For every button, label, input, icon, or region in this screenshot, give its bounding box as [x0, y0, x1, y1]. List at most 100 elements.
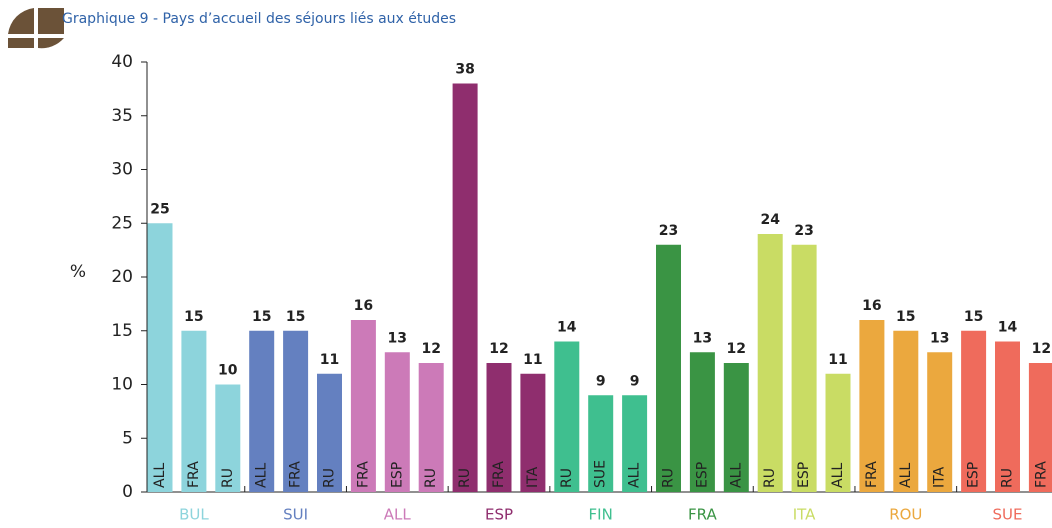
bar-category-label: RU: [220, 468, 236, 488]
bar-category-label: ALL: [152, 463, 168, 488]
bar-category-label: FRA: [491, 461, 507, 488]
bar: [452, 83, 478, 492]
value-label: 24: [760, 212, 780, 228]
bar-category-label: ALL: [254, 463, 270, 488]
y-tick-label: 25: [111, 213, 133, 233]
value-label: 12: [489, 341, 508, 357]
bar-category-label: ALL: [627, 463, 643, 488]
y-axis-label: %: [70, 262, 86, 282]
bar: [791, 244, 817, 492]
bar: [588, 395, 614, 492]
bar: [825, 373, 851, 492]
bar-category-label: ITA: [525, 466, 541, 488]
bar: [554, 341, 580, 492]
value-label: 16: [862, 298, 881, 314]
y-tick-label: 35: [111, 106, 133, 126]
group-label: FRA: [688, 506, 717, 524]
group-label: ITA: [793, 506, 816, 524]
y-tick-label: 0: [122, 482, 133, 502]
bar: [656, 244, 681, 492]
value-label: 10: [218, 363, 238, 379]
group-label: ROU: [889, 506, 922, 524]
value-label: 11: [523, 352, 542, 368]
bar: [215, 384, 241, 492]
group-label: SUE: [993, 506, 1023, 524]
y-tick-label: 20: [111, 267, 133, 287]
bar-category-label: ITA: [932, 466, 948, 488]
bar-category-label: ESP: [694, 462, 710, 488]
bar-category-label: ESP: [389, 462, 405, 488]
value-label: 15: [896, 309, 915, 325]
value-label: 25: [150, 201, 169, 217]
bar: [961, 330, 987, 492]
bar: [384, 352, 410, 492]
value-label: 13: [388, 330, 407, 346]
bar: [418, 363, 444, 492]
bar-category-label: RU: [661, 468, 677, 488]
bar: [995, 341, 1020, 492]
value-label: 12: [1032, 341, 1051, 357]
group-label: ESP: [485, 506, 513, 524]
value-label: 15: [252, 309, 271, 325]
bar: [622, 395, 648, 492]
group-label: SUI: [283, 506, 308, 524]
bar-category-label: RU: [1000, 468, 1016, 488]
bar: [486, 363, 512, 492]
bar-category-label: ALL: [830, 463, 846, 488]
bar-category-label: RU: [423, 468, 439, 488]
group-label: BUL: [179, 506, 209, 524]
bar: [723, 363, 749, 492]
value-label: 15: [964, 309, 983, 325]
bar: [317, 373, 342, 492]
bar: [893, 330, 919, 492]
y-tick-label: 30: [111, 160, 133, 180]
value-label: 23: [794, 223, 813, 239]
bar-category-label: ALL: [728, 463, 744, 488]
bar-category-label: FRA: [1033, 461, 1049, 488]
bar: [757, 234, 783, 492]
group-label: ALL: [384, 506, 412, 524]
bar-category-label: ESP: [966, 462, 982, 488]
chart-title: Graphique 9 - Pays d’accueil des séjours…: [62, 11, 456, 27]
bar: [249, 330, 275, 492]
bar-category-label: FRA: [355, 461, 371, 488]
value-label: 14: [557, 320, 577, 336]
bar-category-label: RU: [322, 468, 338, 488]
bar-category-label: SUE: [593, 460, 609, 488]
value-label: 23: [659, 223, 678, 239]
bar-category-label: RU: [762, 468, 778, 488]
value-label: 38: [455, 62, 474, 78]
bar-category-label: ALL: [898, 463, 914, 488]
value-label: 11: [828, 352, 847, 368]
value-label: 15: [184, 309, 203, 325]
value-label: 14: [998, 320, 1018, 336]
bar-category-label: FRA: [186, 461, 202, 488]
value-label: 15: [286, 309, 305, 325]
bar: [927, 352, 953, 492]
bar-category-label: FRA: [864, 461, 880, 488]
bar: [859, 320, 885, 492]
bar-category-label: ESP: [796, 462, 812, 488]
y-tick-label: 40: [111, 52, 133, 72]
bar: [147, 223, 173, 492]
bar-category-label: FRA: [288, 461, 304, 488]
bar-category-label: RU: [457, 468, 473, 488]
value-label: 13: [930, 330, 949, 346]
bar: [689, 352, 715, 492]
value-label: 9: [596, 373, 606, 389]
value-label: 12: [421, 341, 440, 357]
value-label: 9: [630, 373, 640, 389]
bar: [181, 330, 207, 492]
bar-category-label: RU: [559, 468, 575, 488]
value-label: 13: [693, 330, 712, 346]
y-tick-label: 15: [111, 321, 133, 341]
logo: [8, 8, 64, 49]
value-label: 11: [320, 352, 339, 368]
bar: [283, 330, 309, 492]
y-tick-label: 10: [111, 375, 133, 395]
bar: [520, 373, 546, 492]
y-tick-label: 5: [122, 428, 133, 448]
group-label: FIN: [589, 506, 613, 524]
value-label: 16: [354, 298, 373, 314]
